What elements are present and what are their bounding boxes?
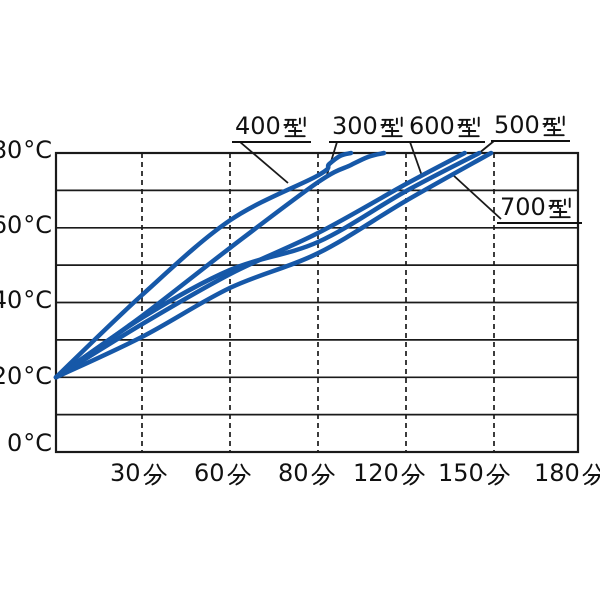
y-tick-value: 80 xyxy=(0,136,23,164)
x-tick-value: 120 xyxy=(353,459,399,487)
x-tick-value: 180 xyxy=(534,459,580,487)
series-label-value: 600 xyxy=(409,111,455,140)
model-kanji-icon xyxy=(380,116,403,137)
series-label-700: 700 xyxy=(497,193,582,224)
series-label-300: 300 xyxy=(329,112,408,143)
celsius-unit: °C xyxy=(23,429,52,457)
y-tick-value: 20 xyxy=(0,362,23,390)
minutes-kanji-strokes xyxy=(143,463,167,486)
minutes-kanji-icon xyxy=(401,463,425,486)
y-tick-value: 0 xyxy=(6,429,23,457)
y-tick-value: 40 xyxy=(0,286,23,314)
minutes-kanji-strokes xyxy=(401,463,425,486)
curve-600 xyxy=(53,150,467,380)
minutes-kanji-icon xyxy=(311,463,335,486)
x-tick-label-150: 150 xyxy=(438,459,510,487)
celsius-unit: °C xyxy=(23,362,52,390)
minutes-kanji-strokes xyxy=(227,463,251,486)
series-label-500: 500 xyxy=(491,111,570,142)
model-kanji-strokes xyxy=(548,197,571,218)
series-label-400: 400 xyxy=(232,112,311,143)
y-tick-label-20: 20°C xyxy=(0,362,52,390)
minutes-kanji-icon xyxy=(486,463,510,486)
model-kanji-icon xyxy=(457,116,480,137)
celsius-unit: °C xyxy=(23,211,52,239)
minutes-kanji-strokes xyxy=(582,463,600,486)
x-tick-value: 30 xyxy=(110,459,141,487)
x-tick-value: 80 xyxy=(278,459,309,487)
y-tick-label-0: 0 °C xyxy=(0,429,52,457)
series-label-value: 400 xyxy=(235,111,281,140)
y-tick-label-40: 40°C xyxy=(0,286,52,314)
series-label-value: 700 xyxy=(500,192,546,221)
y-tick-label-60: 60°C xyxy=(0,211,52,239)
curve-300 xyxy=(53,150,387,380)
y-tick-label-80: 80°C xyxy=(0,136,52,164)
x-tick-label-30: 30 xyxy=(110,459,167,487)
leader-line-400 xyxy=(239,141,289,184)
model-kanji-icon xyxy=(542,115,565,136)
plot-border xyxy=(54,151,580,454)
leader-line-600 xyxy=(409,141,423,177)
curve-700 xyxy=(53,150,494,380)
celsius-unit: °C xyxy=(23,286,52,314)
model-kanji-strokes xyxy=(457,116,480,137)
model-kanji-strokes xyxy=(283,116,306,137)
minutes-kanji-icon xyxy=(582,463,600,486)
minutes-kanji-strokes xyxy=(311,463,335,486)
model-kanji-strokes xyxy=(380,116,403,137)
model-kanji-icon xyxy=(283,116,306,137)
series-label-value: 500 xyxy=(494,110,540,139)
curve-400 xyxy=(53,150,354,380)
minutes-kanji-icon xyxy=(227,463,251,486)
x-tick-value: 60 xyxy=(194,459,225,487)
x-tick-value: 150 xyxy=(438,459,484,487)
model-kanji-icon xyxy=(548,197,571,218)
x-tick-label-80: 80 xyxy=(278,459,335,487)
series-label-value: 300 xyxy=(332,111,378,140)
x-tick-label-60: 60 xyxy=(194,459,251,487)
x-tick-label-120: 120 xyxy=(353,459,425,487)
model-kanji-strokes xyxy=(542,115,565,136)
series-label-600: 600 xyxy=(406,112,485,143)
y-tick-value: 60 xyxy=(0,211,23,239)
series-curves xyxy=(53,150,494,380)
x-tick-label-180: 180 xyxy=(534,459,600,487)
leader-line-700 xyxy=(452,174,502,220)
minutes-kanji-strokes xyxy=(486,463,510,486)
horizontal-gridlines xyxy=(56,189,578,416)
minutes-kanji-icon xyxy=(143,463,167,486)
celsius-unit: °C xyxy=(23,136,52,164)
